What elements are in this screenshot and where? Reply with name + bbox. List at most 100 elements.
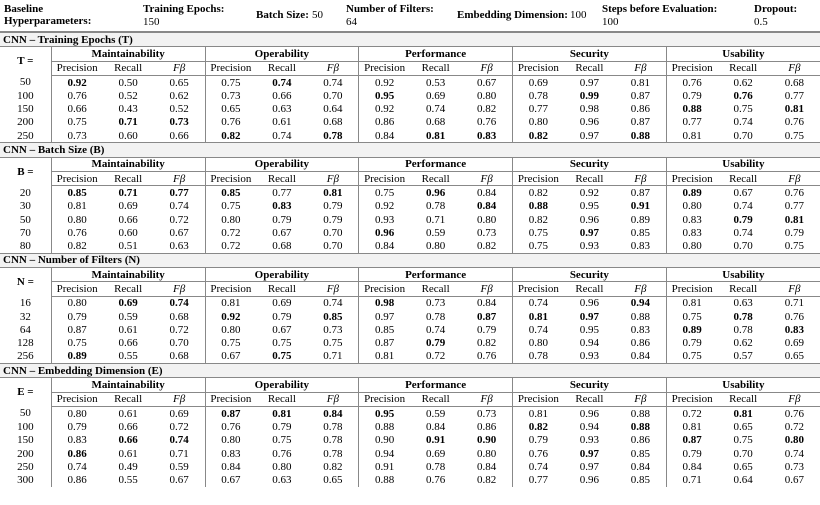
value-cell: 0.87: [630, 186, 650, 199]
metric-header: Fβ: [307, 392, 359, 408]
value-cell: 0.76: [204, 115, 257, 130]
value-cell: 0.88: [630, 407, 650, 420]
value-cell: 0.82: [511, 129, 564, 143]
value-cell: 0.97: [579, 310, 599, 323]
row-label: 128: [17, 337, 34, 350]
value-cell: 0.78: [323, 447, 343, 460]
param-value: 0.5: [754, 16, 768, 28]
metric-header: Fβ: [153, 61, 205, 76]
value-cell: 0.74: [169, 200, 189, 213]
data-row: 80 0.82 0.51 0.63 0.72 0.68 0.70 0.84 0.80 0.82 0.…: [0, 239, 820, 254]
row-label: 64: [19, 323, 31, 336]
metric-header: Recall: [256, 171, 308, 187]
value-cell: 0.62: [733, 337, 753, 350]
metric-header: Recall: [563, 392, 615, 408]
value-cell: 0.82: [50, 239, 103, 254]
value-cell: 0.73: [323, 323, 343, 336]
value-cell: 0.90: [358, 433, 410, 447]
value-cell: 0.89: [665, 323, 718, 337]
value-cell: 0.72: [784, 420, 804, 433]
value-cell: 0.75: [204, 199, 257, 213]
value-cell: 0.80: [477, 213, 497, 226]
value-cell: 0.70: [733, 240, 753, 253]
value-cell: 0.79: [272, 310, 292, 323]
row-label-header: T =: [17, 55, 34, 68]
group-header: Usability: [665, 157, 820, 172]
value-cell: 0.69: [426, 89, 446, 102]
value-cell: 0.91: [630, 200, 650, 213]
value-cell: 0.74: [272, 76, 292, 89]
value-cell: 0.76: [477, 116, 497, 129]
value-cell: 0.79: [784, 226, 804, 239]
param-value: 150: [143, 16, 160, 28]
value-cell: 0.89: [630, 213, 650, 226]
value-cell: 0.79: [323, 213, 343, 226]
metric-header: Fβ: [768, 281, 820, 297]
value-cell: 0.67: [169, 226, 189, 239]
value-cell: 0.86: [477, 420, 497, 433]
row-label-header: N =: [16, 276, 34, 289]
value-cell: 0.74: [784, 447, 804, 460]
metric-header: Recall: [563, 61, 615, 76]
value-cell: 0.70: [323, 226, 343, 239]
value-cell: 0.74: [323, 297, 343, 310]
group-header: Maintainability: [50, 157, 205, 172]
value-cell: 0.87: [50, 323, 103, 337]
value-cell: 0.67: [272, 226, 292, 239]
value-cell: 0.85: [358, 323, 410, 337]
data-row: 64 0.87 0.61 0.72 0.80 0.67 0.73 0.85 0.74 0.79 0.…: [0, 323, 820, 337]
value-cell: 0.84: [665, 460, 718, 474]
value-cell: 0.74: [511, 323, 564, 337]
value-cell: 0.60: [118, 226, 138, 239]
row-label: 50: [19, 407, 31, 420]
group-row: N = Maintainability Operability Performance…: [0, 267, 820, 288]
group-header: Performance: [358, 377, 513, 393]
param-value: 50: [312, 9, 323, 21]
value-cell: 0.81: [665, 129, 718, 143]
metric-header: Fβ: [153, 171, 205, 187]
value-cell: 0.77: [511, 102, 564, 116]
value-cell: 0.76: [477, 350, 497, 363]
metric-header: Fβ: [153, 392, 205, 408]
value-cell: 0.67: [204, 349, 257, 364]
value-cell: 0.80: [50, 296, 103, 310]
value-cell: 0.81: [665, 296, 718, 310]
group-row: T = Maintainability Operability Performance…: [0, 46, 820, 67]
value-cell: 0.81: [665, 420, 718, 434]
section-title: CNN – Embedding Dimension (E): [0, 363, 820, 379]
section-row: CNN – Number of Filters (N): [0, 252, 820, 269]
data-row: 200 0.86 0.61 0.71 0.83 0.76 0.78 0.94 0.69 0.80 0…: [0, 446, 820, 461]
row-label: 256: [17, 350, 34, 363]
value-cell: 0.81: [511, 309, 564, 324]
metric-header: Recall: [102, 392, 154, 408]
value-cell: 0.73: [169, 116, 189, 129]
value-cell: 0.85: [630, 226, 650, 239]
value-cell: 0.80: [426, 240, 446, 253]
section-row: CNN – Embedding Dimension (E): [0, 363, 820, 379]
value-cell: 0.80: [665, 239, 718, 254]
value-cell: 0.81: [630, 76, 650, 89]
value-cell: 0.87: [477, 310, 497, 323]
value-cell: 0.74: [733, 226, 753, 239]
metric-header: Fβ: [615, 281, 667, 297]
group-header: Usability: [665, 46, 820, 62]
value-cell: 0.83: [272, 200, 292, 213]
value-cell: 0.62: [169, 89, 189, 102]
metric-row: Precision Recall Fβ Precision Recall Fβ Precis…: [0, 171, 820, 187]
value-cell: 0.71: [323, 350, 343, 363]
value-cell: 0.76: [665, 75, 718, 90]
value-cell: 0.61: [118, 323, 138, 336]
value-cell: 0.73: [477, 226, 497, 239]
value-cell: 0.75: [272, 350, 292, 363]
value-cell: 0.66: [169, 129, 189, 142]
data-row: 50 0.92 0.50 0.65 0.75 0.74 0.74 0.92 0.53 0.67 0.…: [0, 75, 820, 90]
value-cell: 0.80: [477, 447, 497, 460]
metric-header: Precision: [358, 61, 410, 76]
value-cell: 0.80: [50, 406, 103, 421]
metric-header: Fβ: [307, 171, 359, 187]
value-cell: 0.80: [204, 212, 257, 227]
value-cell: 0.94: [630, 297, 650, 310]
value-cell: 0.43: [118, 103, 138, 116]
section-row: CNN – Training Epochs (T): [0, 31, 820, 48]
